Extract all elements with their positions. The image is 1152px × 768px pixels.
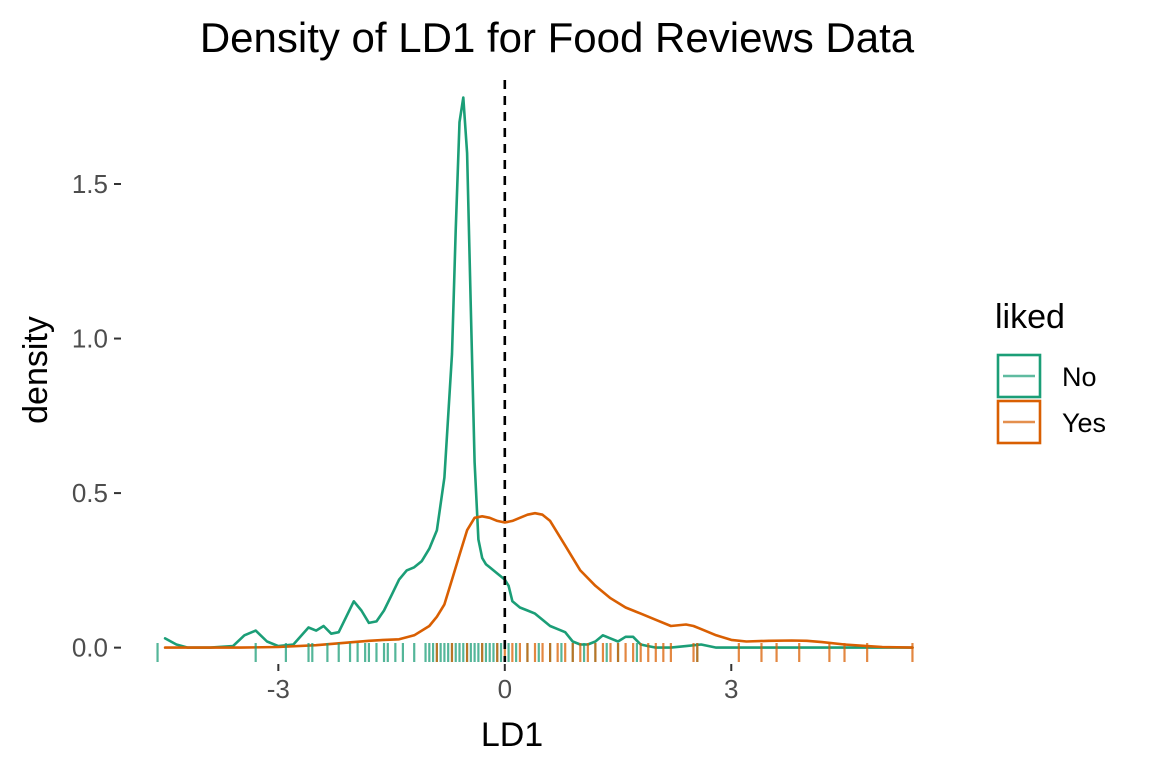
y-axis: 0.0 0.5 1.0 1.5 xyxy=(72,169,121,663)
x-tick-label: 3 xyxy=(724,674,738,704)
rug-marks xyxy=(156,643,914,662)
chart-title: Density of LD1 for Food Reviews Data xyxy=(200,14,915,61)
density-line-no xyxy=(163,96,914,649)
y-tick-label: 0.0 xyxy=(72,633,108,663)
y-tick-label: 1.5 xyxy=(72,169,108,199)
legend-title: liked xyxy=(995,298,1065,336)
x-tick-label: 0 xyxy=(498,674,512,704)
legend-label-yes: Yes xyxy=(1062,408,1106,438)
plot-area xyxy=(156,80,914,662)
y-axis-title: density xyxy=(17,316,55,424)
x-axis: -3 0 3 xyxy=(267,664,739,704)
x-axis-title: LD1 xyxy=(481,716,543,754)
density-line-yes xyxy=(163,511,914,649)
y-tick-label: 0.5 xyxy=(72,478,108,508)
legend-items: No Yes xyxy=(996,353,1106,445)
density-lines xyxy=(163,96,914,649)
y-tick-label: 1.0 xyxy=(72,324,108,354)
legend: liked No Yes xyxy=(995,298,1106,445)
legend-label-no: No xyxy=(1062,362,1097,392)
x-tick-label: -3 xyxy=(267,674,290,704)
